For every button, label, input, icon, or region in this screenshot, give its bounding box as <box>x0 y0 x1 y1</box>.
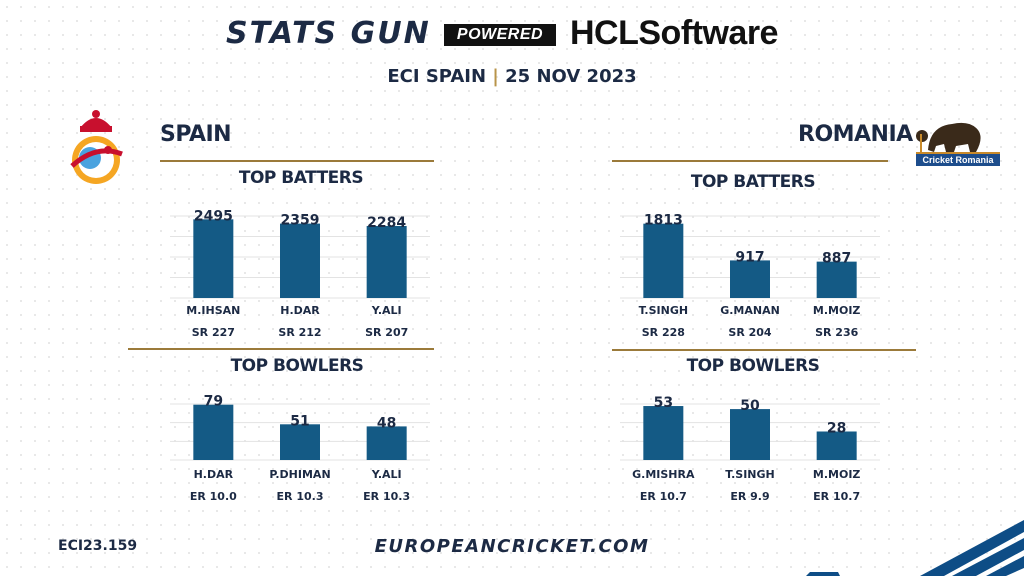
player-name-label: G.MANAN <box>720 304 780 317</box>
subtitle-event: ECI SPAIN <box>387 66 487 87</box>
bar-value-label: 79 <box>204 394 223 410</box>
bar-g-mishra <box>643 406 684 460</box>
footer-website: EUROPEANCRICKET.COM <box>374 536 650 557</box>
hcl-software-brand: HCLSoftware <box>570 14 778 52</box>
player-rate-label: SR 236 <box>815 326 859 339</box>
bar-value-label: 1813 <box>644 213 683 229</box>
bar-g-manan <box>730 260 770 298</box>
player-name-label: T.SINGH <box>725 468 774 481</box>
romania-header-divider <box>612 160 888 162</box>
match-subtitle: ECI SPAIN | 25 NOV 2023 <box>0 66 1024 87</box>
bar-p-dhiman <box>280 424 320 460</box>
bar-value-label: 51 <box>290 413 309 429</box>
cricket-romania-logo-text: Cricket Romania <box>922 155 994 165</box>
player-name-label: T.SINGH <box>639 304 688 317</box>
player-rate-label: SR 228 <box>642 326 685 339</box>
spain-top-batters-title: TOP BATTERS <box>238 168 364 188</box>
bar-m-ihsan <box>193 219 234 298</box>
romania-top-bowlers-title: TOP BOWLERS <box>686 356 820 376</box>
bar-value-label: 887 <box>822 251 851 267</box>
team-name-spain: SPAIN <box>160 122 232 147</box>
player-rate-label: SR 204 <box>728 326 772 339</box>
bar-value-label: 2359 <box>281 213 320 229</box>
footer-stat-code: ECI23.159 <box>58 538 138 554</box>
romania-mid-divider <box>612 349 916 351</box>
bar-y-ali <box>366 225 407 298</box>
player-name-label: P.DHIMAN <box>269 468 330 481</box>
bar-t-singh <box>730 409 770 460</box>
player-rate-label: ER 9.9 <box>730 490 769 503</box>
spain-mid-divider <box>128 348 434 350</box>
chart-romania-top-bowlers: 53 G.MISHRA ER 10.7 50 T.SINGH ER 9.9 28 M.MOIZ… <box>620 395 880 503</box>
bar-value-label: 48 <box>377 415 396 431</box>
player-rate-label: SR 207 <box>365 326 408 339</box>
player-name-label: Y.ALI <box>371 304 402 317</box>
subtitle-date: 25 NOV 2023 <box>505 66 637 87</box>
chart-spain-top-bowlers: 79 H.DAR ER 10.0 51 P.DHIMAN ER 10.3 48 Y.ALI ER… <box>170 394 430 503</box>
footer-stripes-decoration <box>806 520 1024 576</box>
player-name-label: M.MOIZ <box>813 304 861 317</box>
bar-value-label: 28 <box>827 420 846 436</box>
bar-value-label: 50 <box>740 398 760 414</box>
bar-h-dar <box>193 404 234 460</box>
stats-gun-title: STATS GUN <box>226 16 431 51</box>
player-name-label: M.IHSAN <box>186 304 240 317</box>
chart-spain-top-batters: 2495 M.IHSAN SR 227 2359 H.DAR SR 212 2284 Y.AL… <box>170 208 430 339</box>
player-name-label: M.MOIZ <box>813 468 861 481</box>
spain-cricket-crest-icon <box>60 106 132 186</box>
bar-value-label: 2284 <box>367 215 406 231</box>
chart-romania-top-batters: 1813 T.SINGH SR 228 917 G.MANAN SR 204 887 M.MO… <box>620 213 880 339</box>
powered-by-badge: POWERED BY <box>444 24 556 65</box>
player-name-label: H.DAR <box>194 468 234 481</box>
player-rate-label: SR 212 <box>278 326 321 339</box>
bar-y-ali <box>366 426 407 460</box>
player-rate-label: ER 10.3 <box>277 490 324 503</box>
spain-top-bowlers-title: TOP BOWLERS <box>230 356 364 376</box>
player-rate-label: ER 10.3 <box>363 490 410 503</box>
bar-h-dar <box>280 223 320 298</box>
player-name-label: H.DAR <box>280 304 320 317</box>
bar-t-singh <box>643 223 684 298</box>
bar-value-label: 917 <box>735 249 764 265</box>
subtitle-separator: | <box>492 66 499 87</box>
bar-value-label: 53 <box>654 395 673 411</box>
player-name-label: G.MISHRA <box>632 468 695 481</box>
bar-m-moiz <box>816 431 857 460</box>
spain-header-divider <box>160 160 434 162</box>
player-name-label: Y.ALI <box>371 468 402 481</box>
player-rate-label: ER 10.0 <box>190 490 237 503</box>
player-rate-label: ER 10.7 <box>813 490 860 503</box>
cricket-romania-bear-logo-icon: Cricket Romania <box>912 116 1004 168</box>
bar-value-label: 2495 <box>194 208 233 224</box>
romania-top-batters-title: TOP BATTERS <box>690 172 816 192</box>
team-name-romania: ROMANIA <box>798 122 913 147</box>
bar-m-moiz <box>816 261 857 298</box>
player-rate-label: SR 227 <box>192 326 235 339</box>
player-rate-label: ER 10.7 <box>640 490 687 503</box>
